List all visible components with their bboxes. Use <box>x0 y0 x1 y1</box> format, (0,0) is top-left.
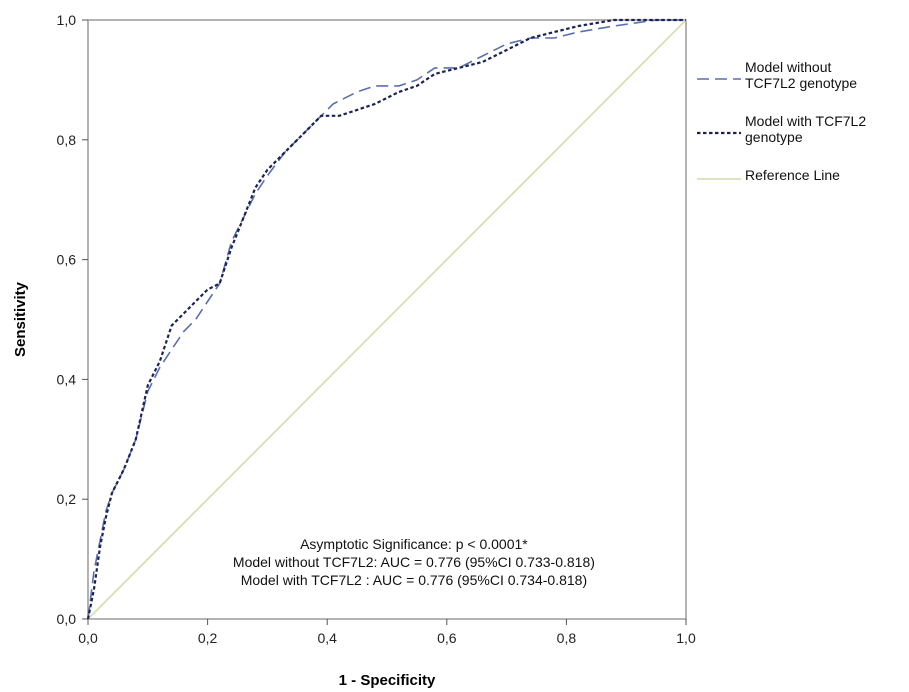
y-tick-label: 0,2 <box>57 491 77 507</box>
annotation-text: Model with TCF7L2 : AUC = 0.776 (95%CI 0… <box>241 572 587 588</box>
annotation-group: Asymptotic Significance: p < 0.0001* Mode… <box>233 536 595 588</box>
legend-label: Reference Line <box>745 167 840 183</box>
x-tick-label: 1,0 <box>676 630 696 646</box>
y-axis-title: Sensitivity <box>12 281 29 357</box>
series-group <box>86 18 687 620</box>
legend-label: Model without <box>745 59 831 75</box>
axis-ticks: 0,0 0,2 0,4 0,6 0,8 1,0 0,0 0,2 0,4 0,6 0,8 1,0 <box>57 12 696 646</box>
annotation-text: Model without TCF7L2: AUC = 0.776 (95%CI… <box>233 554 595 570</box>
y-tick-label: 0,0 <box>57 611 77 627</box>
y-tick-label: 0,6 <box>57 252 77 268</box>
x-tick-label: 0,0 <box>78 630 98 646</box>
x-tick-label: 0,4 <box>317 630 337 646</box>
x-axis-title: 1 - Specificity <box>339 672 436 689</box>
legend-label: TCF7L2 genotype <box>745 75 857 91</box>
legend-label: genotype <box>745 129 803 145</box>
x-tick-label: 0,2 <box>198 630 218 646</box>
y-tick-label: 0,4 <box>57 371 77 387</box>
series-line-solid <box>87 19 687 620</box>
legend-label: Model with TCF7L2 <box>745 113 866 129</box>
x-tick-label: 0,6 <box>437 630 457 646</box>
x-tick-label: 0,8 <box>557 630 577 646</box>
annotation-text: Asymptotic Significance: p < 0.0001* <box>300 536 528 552</box>
y-tick-label: 0,8 <box>57 132 77 148</box>
y-tick-label: 1,0 <box>57 12 77 28</box>
series-line-dotted <box>86 18 686 620</box>
